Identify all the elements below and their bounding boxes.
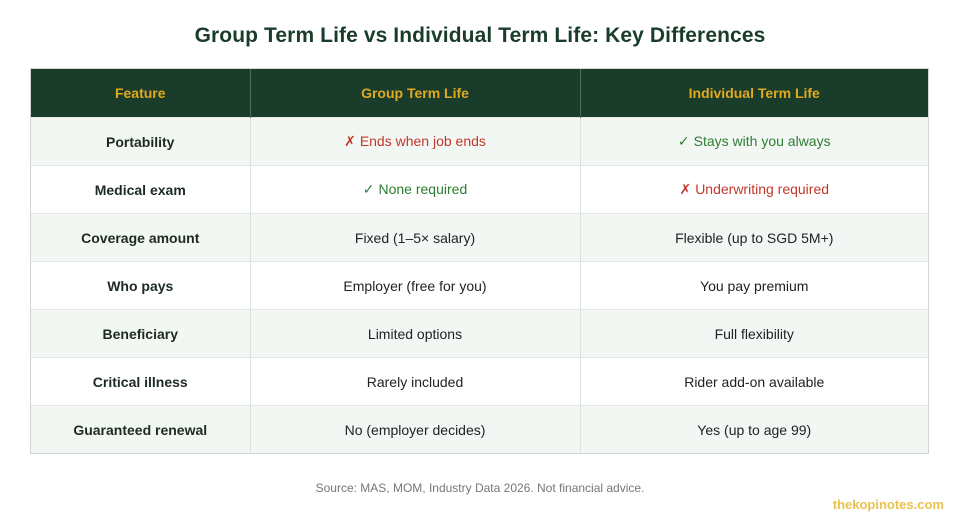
individual-cell-text: You pay premium <box>700 277 809 294</box>
check-icon: ✓ <box>677 133 690 149</box>
feature-cell: Portability <box>31 117 251 166</box>
group-term-life-cell: Fixed (1–5× salary) <box>250 213 581 262</box>
group-term-life-cell: Employer (free for you) <box>250 261 581 310</box>
individual-cell-text: Full flexibility <box>714 325 794 342</box>
individual-term-life-cell: Full flexibility <box>580 309 928 358</box>
group-term-life-cell: ✗ Ends when job ends <box>250 117 581 166</box>
feature-cell: Critical illness <box>31 357 251 406</box>
table-body: Portability ✗ Ends when job ends ✓ Stays wit… <box>31 117 928 453</box>
comparison-table: Feature Group Term Life Individual Term … <box>30 68 929 454</box>
table-row: Guaranteed renewal No (employer decides) Y… <box>31 405 928 453</box>
table-header-row: Feature Group Term Life Individual Term … <box>31 69 928 118</box>
table-row: Medical exam ✓ None required ✗ Underwriting … <box>31 165 928 214</box>
individual-cell-text: Underwriting required <box>695 181 830 197</box>
group-term-life-cell: Rarely included <box>250 357 581 406</box>
group-cell-text: Employer (free for you) <box>343 277 487 294</box>
group-cell-text: Rarely included <box>366 373 464 390</box>
individual-term-life-cell: Yes (up to age 99) <box>580 405 928 453</box>
page-title: Group Term Life vs Individual Term Life:… <box>194 24 766 47</box>
feature-cell: Who pays <box>31 261 251 310</box>
header-group-term-life: Group Term Life <box>250 69 581 118</box>
feature-cell: Beneficiary <box>31 309 251 358</box>
source-note: Source: MAS, MOM, Industry Data 2026. No… <box>315 481 645 495</box>
table-row: Who pays Employer (free for you) You pay p… <box>31 261 928 310</box>
table-row: Beneficiary Limited options Full flexibili… <box>31 309 928 358</box>
group-cell-text: Ends when job ends <box>359 133 486 149</box>
cross-icon: ✗ <box>679 181 692 197</box>
individual-cell-text: Stays with you always <box>693 133 831 149</box>
group-term-life-cell: No (employer decides) <box>250 405 581 453</box>
group-term-life-cell: Limited options <box>250 309 581 358</box>
table-row: Critical illness Rarely included Rider add… <box>31 357 928 406</box>
individual-term-life-cell: ✓ Stays with you always <box>580 117 928 166</box>
header-feature: Feature <box>31 69 251 118</box>
cross-icon: ✗ <box>344 133 356 149</box>
watermark: thekopinotes.com <box>832 497 944 512</box>
individual-term-life-cell: Flexible (up to SGD 5M+) <box>580 213 928 262</box>
feature-cell: Medical exam <box>31 165 251 214</box>
group-cell-text: Fixed (1–5× salary) <box>354 229 476 246</box>
group-cell-text: Limited options <box>367 325 463 342</box>
group-cell-text: None required <box>378 181 468 197</box>
individual-term-life-cell: You pay premium <box>580 261 928 310</box>
group-term-life-cell: ✓ None required <box>250 165 581 214</box>
individual-cell-text: Rider add-on available <box>684 373 825 390</box>
individual-cell-text: Flexible (up to SGD 5M+) <box>675 229 834 246</box>
table-row: Coverage amount Fixed (1–5× salary) Flexib… <box>31 213 928 262</box>
individual-term-life-cell: ✗ Underwriting required <box>580 165 928 214</box>
group-cell-text: No (employer decides) <box>344 421 486 438</box>
feature-cell: Coverage amount <box>31 213 251 262</box>
individual-cell-text: Yes (up to age 99) <box>697 421 812 438</box>
header-individual-term-life: Individual Term Life <box>580 69 928 118</box>
feature-cell: Guaranteed renewal <box>31 405 251 453</box>
table-row: Portability ✗ Ends when job ends ✓ Stays wit… <box>31 117 928 166</box>
individual-term-life-cell: Rider add-on available <box>580 357 928 406</box>
check-icon: ✓ <box>362 181 375 197</box>
